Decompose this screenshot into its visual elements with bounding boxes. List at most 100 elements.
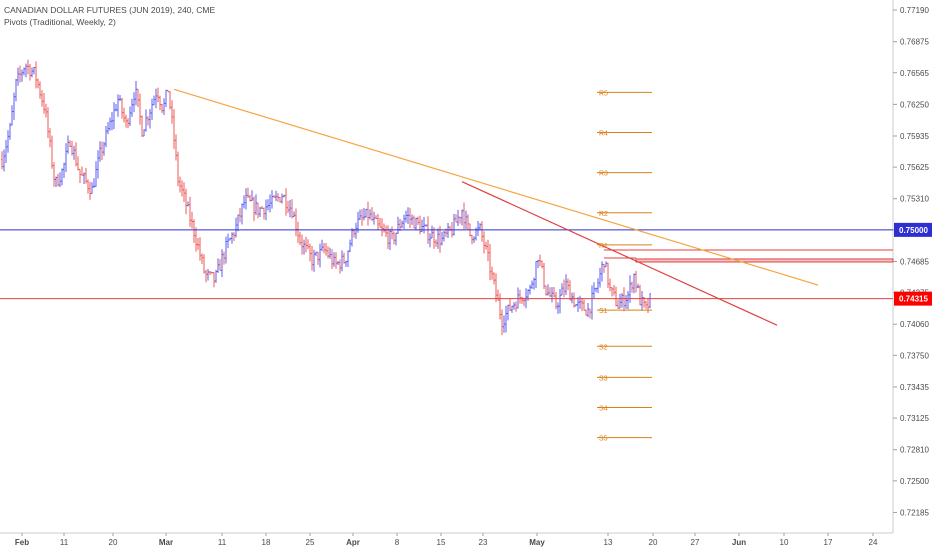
price-bar	[537, 259, 539, 269]
drawings[interactable]	[0, 88, 894, 326]
price-bar	[49, 128, 51, 148]
price-bar	[429, 233, 431, 248]
price-bar	[239, 207, 241, 223]
price-bar	[23, 67, 25, 76]
price-bar	[187, 201, 189, 207]
price-bar	[453, 213, 455, 236]
price-bar	[231, 232, 233, 244]
price-axis[interactable]: 0.77190 0.76875 0.76565 0.76250 0.75935 0.756…	[893, 6, 932, 517]
price-bar	[397, 216, 399, 234]
price-bar	[223, 251, 225, 265]
price-bar	[367, 201, 369, 226]
price-bar	[555, 291, 557, 310]
time-tick-label: Apr	[346, 538, 360, 547]
price-bar	[315, 251, 317, 257]
price-bar	[19, 65, 21, 83]
price-bar	[563, 279, 565, 298]
price-bar	[133, 92, 135, 113]
time-tick-label: 11	[218, 538, 227, 547]
price-bar	[235, 217, 237, 238]
price-bar	[339, 259, 341, 274]
price-bar	[151, 98, 153, 121]
price-bar	[185, 188, 187, 215]
price-bar	[303, 239, 305, 255]
price-bar	[163, 98, 165, 116]
price-bar	[43, 93, 45, 114]
price-bar	[521, 296, 523, 304]
price-bar	[407, 207, 409, 225]
price-bar	[283, 194, 285, 198]
price-bar	[403, 214, 405, 229]
price-bar	[513, 302, 515, 310]
price-bar	[417, 216, 419, 225]
price-bar	[423, 217, 425, 234]
price-bar	[147, 116, 149, 126]
price-bar	[97, 150, 99, 179]
price-bar	[65, 143, 67, 173]
price-bar	[385, 225, 387, 238]
price-bar	[225, 236, 227, 264]
price-bar	[201, 253, 203, 264]
price-bar	[361, 209, 363, 226]
price-bar	[591, 285, 593, 320]
price-bar	[15, 78, 17, 102]
price-bar	[59, 172, 61, 187]
price-bar	[213, 272, 215, 288]
price-bar	[379, 217, 381, 228]
price-bar	[529, 284, 531, 295]
price-bar	[287, 200, 289, 214]
pivot-label: S5	[599, 436, 608, 443]
price-bar	[1, 151, 3, 170]
price-bar	[579, 295, 581, 309]
price-tick-label: 0.72185	[900, 508, 929, 517]
price-bar	[269, 194, 271, 213]
price-bar	[503, 315, 505, 333]
price-bar	[5, 140, 7, 163]
price-bar	[209, 270, 211, 276]
price-bar	[113, 102, 115, 130]
price-bar	[561, 283, 563, 296]
trendline-red[interactable]	[461, 181, 778, 326]
price-bar	[93, 178, 95, 188]
trendline-orange[interactable]	[173, 88, 819, 286]
price-bar	[405, 210, 407, 223]
time-axis[interactable]: Feb 11 20 Mar 11 18 25 Apr 8 15 23 May 13 20 27 Jun 10 17…	[15, 533, 878, 547]
price-bar	[9, 122, 11, 140]
price-tick-label: 0.75625	[900, 163, 929, 172]
price-bar	[365, 208, 367, 218]
price-bar	[409, 207, 411, 229]
price-bar	[53, 162, 55, 187]
price-bar	[215, 269, 217, 283]
price-bar	[327, 246, 329, 259]
price-bar	[279, 196, 281, 203]
price-bar	[157, 87, 159, 103]
price-bar	[309, 243, 311, 262]
price-bar	[233, 232, 235, 241]
price-bar	[311, 246, 313, 271]
price-bar	[357, 211, 359, 233]
price-bar	[125, 114, 127, 128]
price-bar	[149, 108, 151, 129]
price-bar	[511, 305, 513, 313]
pivot-levels: R5 R4 R3 R2 R1 S1 S2 S3 S4 S5	[597, 90, 652, 443]
time-tick-label: 25	[306, 538, 315, 547]
pivot-label: R1	[599, 243, 608, 250]
price-bar	[63, 162, 65, 178]
price-bar	[599, 267, 601, 288]
price-bar	[193, 219, 195, 243]
price-bar	[447, 223, 449, 239]
price-bar	[351, 228, 353, 247]
price-bar	[377, 213, 379, 230]
price-bar	[543, 263, 545, 289]
price-bar	[37, 78, 39, 89]
price-tick-label: 0.73435	[900, 383, 929, 392]
price-bar	[211, 271, 213, 274]
price-bar	[461, 209, 463, 226]
price-bar	[559, 288, 561, 314]
price-bar	[87, 179, 89, 194]
pivot-label: S4	[599, 406, 608, 413]
last-price-tag	[894, 291, 932, 306]
resistance-zone[interactable]	[635, 258, 894, 263]
